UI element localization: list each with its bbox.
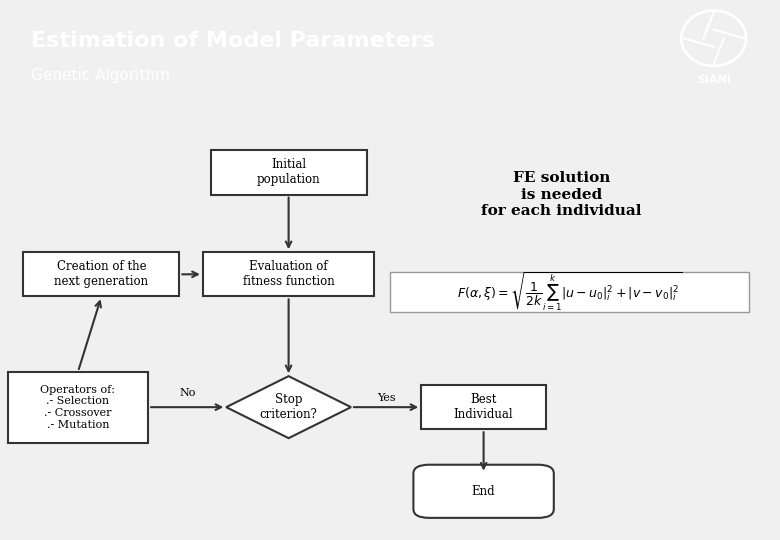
FancyBboxPatch shape	[421, 385, 546, 429]
Text: FE solution
is needed
for each individual: FE solution is needed for each individua…	[481, 171, 642, 218]
FancyBboxPatch shape	[390, 272, 749, 312]
Text: Creation of the
next generation: Creation of the next generation	[55, 260, 148, 288]
Text: Stop
criterion?: Stop criterion?	[260, 393, 317, 421]
FancyBboxPatch shape	[413, 465, 554, 518]
Text: Yes: Yes	[377, 393, 395, 403]
Text: No: No	[179, 388, 195, 399]
FancyBboxPatch shape	[23, 252, 179, 296]
FancyBboxPatch shape	[8, 372, 148, 443]
Text: Genetic Algorithm: Genetic Algorithm	[31, 68, 170, 83]
FancyBboxPatch shape	[211, 150, 367, 194]
Text: Evaluation of
fitness function: Evaluation of fitness function	[243, 260, 335, 288]
Text: Operators of:
.- Selection
.- Crossover
.- Mutation: Operators of: .- Selection .- Crossover …	[41, 385, 115, 429]
Text: $F(\alpha,\xi) = \sqrt{\dfrac{1}{2k}\sum_{i=1}^{k}|u - u_0|_i^2 + |v - v_0|_i^2}: $F(\alpha,\xi) = \sqrt{\dfrac{1}{2k}\sum…	[457, 271, 682, 313]
Text: Initial
population: Initial population	[257, 158, 321, 186]
FancyBboxPatch shape	[203, 252, 374, 296]
Text: SIANI: SIANI	[697, 75, 731, 85]
Text: End: End	[472, 485, 495, 498]
Text: Best
Individual: Best Individual	[454, 393, 513, 421]
Polygon shape	[226, 376, 351, 438]
Text: Estimation of Model Parameters: Estimation of Model Parameters	[31, 31, 435, 51]
